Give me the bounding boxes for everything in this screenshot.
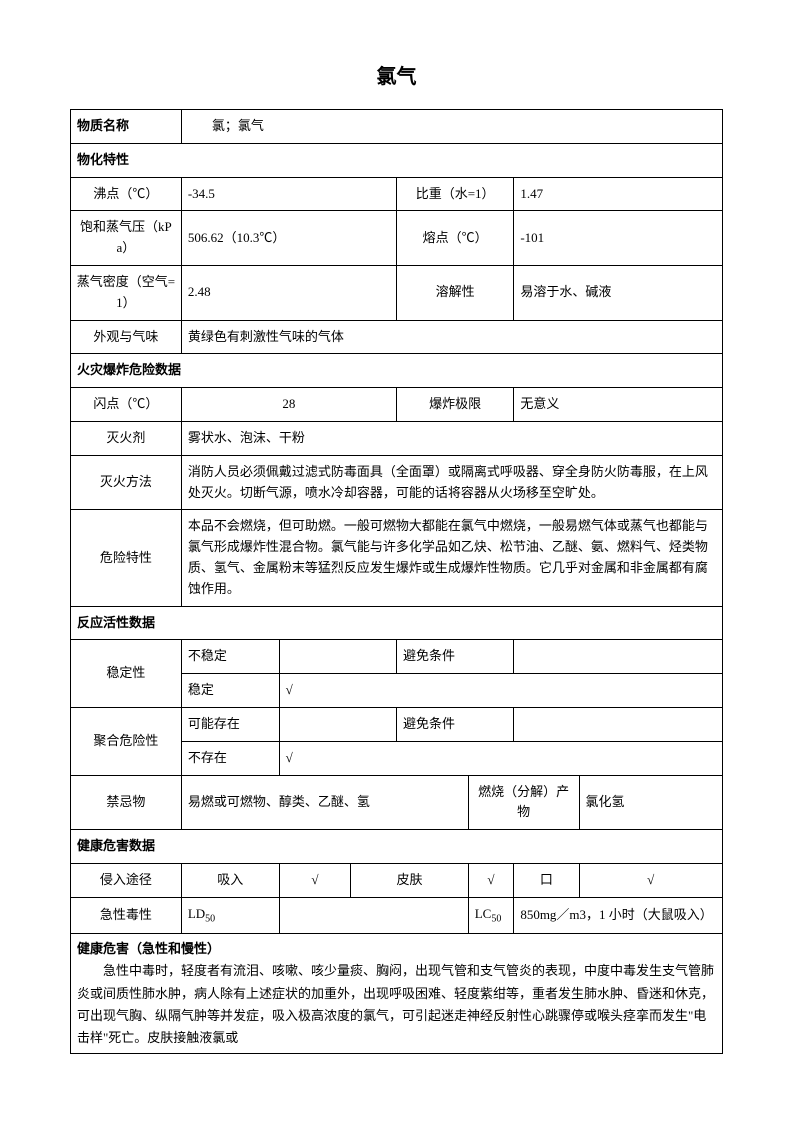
combust-value: 氯化氢 (579, 775, 723, 830)
lc50-value: 850mg／m3，1 小时（大鼠吸入） (514, 897, 723, 934)
boiling-value: -34.5 (181, 177, 396, 211)
ld50-label: LD50 (181, 897, 279, 934)
oral-check: √ (579, 863, 723, 897)
fp-label: 闪点（℃） (71, 388, 182, 422)
sg-value: 1.47 (514, 177, 723, 211)
oral-label: 口 (514, 863, 579, 897)
skin-check: √ (468, 863, 514, 897)
sol-label: 溶解性 (396, 265, 513, 320)
avoid-cond-1-label: 避免条件 (396, 640, 513, 674)
hazard-label: 危险特性 (71, 510, 182, 606)
mp-value: -101 (514, 211, 723, 266)
doc-title: 氯气 (70, 60, 723, 89)
route-label: 侵入途径 (71, 863, 182, 897)
row-acute: 急性毒性 LD50 LC50 850mg／m3，1 小时（大鼠吸入） (71, 897, 723, 934)
substance-name-row: 物质名称 氯；氯气 (71, 110, 723, 144)
notexist-check: √ (279, 741, 722, 775)
boiling-label: 沸点（℃） (71, 177, 182, 211)
msds-table: 物质名称 氯；氯气 物化特性 沸点（℃） -34.5 比重（水=1） 1.47 … (70, 109, 723, 1054)
row-flashpoint: 闪点（℃） 28 爆炸极限 无意义 (71, 388, 723, 422)
substance-name-value: 氯；氯气 (181, 110, 722, 144)
unstable-check (279, 640, 396, 674)
vp-value: 506.62（10.3℃） (181, 211, 396, 266)
combust-label: 燃烧（分解）产物 (468, 775, 579, 830)
mayexist-label: 可能存在 (181, 707, 279, 741)
row-route: 侵入途径 吸入 √ 皮肤 √ 口 √ (71, 863, 723, 897)
skin-label: 皮肤 (351, 863, 468, 897)
row-vapor-pressure: 饱和蒸气压（kPa） 506.62（10.3℃） 熔点（℃） -101 (71, 211, 723, 266)
hazard-value: 本品不会燃烧，但可助燃。一般可燃物大都能在氯气中燃烧，一般易燃气体或蒸气也都能与… (181, 510, 722, 606)
method-value: 消防人员必须佩戴过滤式防毒面具（全面罩）或隔离式呼吸器、穿全身防火防毒服，在上风… (181, 455, 722, 510)
row-vapor-density: 蒸气密度（空气=1） 2.48 溶解性 易溶于水、碱液 (71, 265, 723, 320)
ext-label: 灭火剂 (71, 421, 182, 455)
avoid-cond-2-label: 避免条件 (396, 707, 513, 741)
unstable-label: 不稳定 (181, 640, 279, 674)
acute-label: 急性毒性 (71, 897, 182, 934)
notexist-label: 不存在 (181, 741, 279, 775)
sol-value: 易溶于水、碱液 (514, 265, 723, 320)
lc50-label: LC50 (468, 897, 514, 934)
section-fire: 火灾爆炸危险数据 (71, 354, 723, 388)
section-reactivity: 反应活性数据 (71, 606, 723, 640)
row-stability-1: 稳定性 不稳定 避免条件 (71, 640, 723, 674)
avoid-cond-2-value (514, 707, 723, 741)
row-method: 灭火方法 消防人员必须佩戴过滤式防毒面具（全面罩）或隔离式呼吸器、穿全身防火防毒… (71, 455, 723, 510)
vd-value: 2.48 (181, 265, 396, 320)
method-label: 灭火方法 (71, 455, 182, 510)
inhalation-check: √ (279, 863, 351, 897)
mp-label: 熔点（℃） (396, 211, 513, 266)
stable-label: 稳定 (181, 674, 279, 708)
ld50-value (279, 897, 468, 934)
section-physical: 物化特性 (71, 143, 723, 177)
row-boiling: 沸点（℃） -34.5 比重（水=1） 1.47 (71, 177, 723, 211)
section-health: 健康危害数据 (71, 830, 723, 864)
el-label: 爆炸极限 (396, 388, 513, 422)
appearance-label: 外观与气味 (71, 320, 182, 354)
avoid-cond-1-value (514, 640, 723, 674)
row-hazard: 危险特性 本品不会燃烧，但可助燃。一般可燃物大都能在氯气中燃烧，一般易燃气体或蒸… (71, 510, 723, 606)
mayexist-check (279, 707, 396, 741)
vd-label: 蒸气密度（空气=1） (71, 265, 182, 320)
stable-check: √ (279, 674, 722, 708)
row-extinguisher: 灭火剂 雾状水、泡沫、干粉 (71, 421, 723, 455)
polymer-label: 聚合危险性 (71, 707, 182, 775)
incompat-label: 禁忌物 (71, 775, 182, 830)
row-polymer-1: 聚合危险性 可能存在 避免条件 (71, 707, 723, 741)
health-hazard-header: 健康危害（急性和慢性） (77, 938, 716, 960)
inhalation-label: 吸入 (181, 863, 279, 897)
substance-name-label: 物质名称 (71, 110, 182, 144)
row-incompat: 禁忌物 易燃或可燃物、醇类、乙醚、氢 燃烧（分解）产物 氯化氢 (71, 775, 723, 830)
health-hazard-block: 健康危害（急性和慢性） 急性中毒时，轻度者有流泪、咳嗽、咳少量痰、胸闷，出现气管… (71, 934, 723, 1053)
fp-value: 28 (181, 388, 396, 422)
vp-label: 饱和蒸气压（kPa） (71, 211, 182, 266)
el-value: 无意义 (514, 388, 723, 422)
row-appearance: 外观与气味 黄绿色有刺激性气味的气体 (71, 320, 723, 354)
ext-value: 雾状水、泡沫、干粉 (181, 421, 722, 455)
row-health-hazard: 健康危害（急性和慢性） 急性中毒时，轻度者有流泪、咳嗽、咳少量痰、胸闷，出现气管… (71, 934, 723, 1053)
sg-label: 比重（水=1） (396, 177, 513, 211)
stability-label: 稳定性 (71, 640, 182, 708)
appearance-value: 黄绿色有刺激性气味的气体 (181, 320, 722, 354)
health-hazard-text: 急性中毒时，轻度者有流泪、咳嗽、咳少量痰、胸闷，出现气管和支气管炎的表现，中度中… (77, 960, 716, 1048)
incompat-value: 易燃或可燃物、醇类、乙醚、氢 (181, 775, 468, 830)
